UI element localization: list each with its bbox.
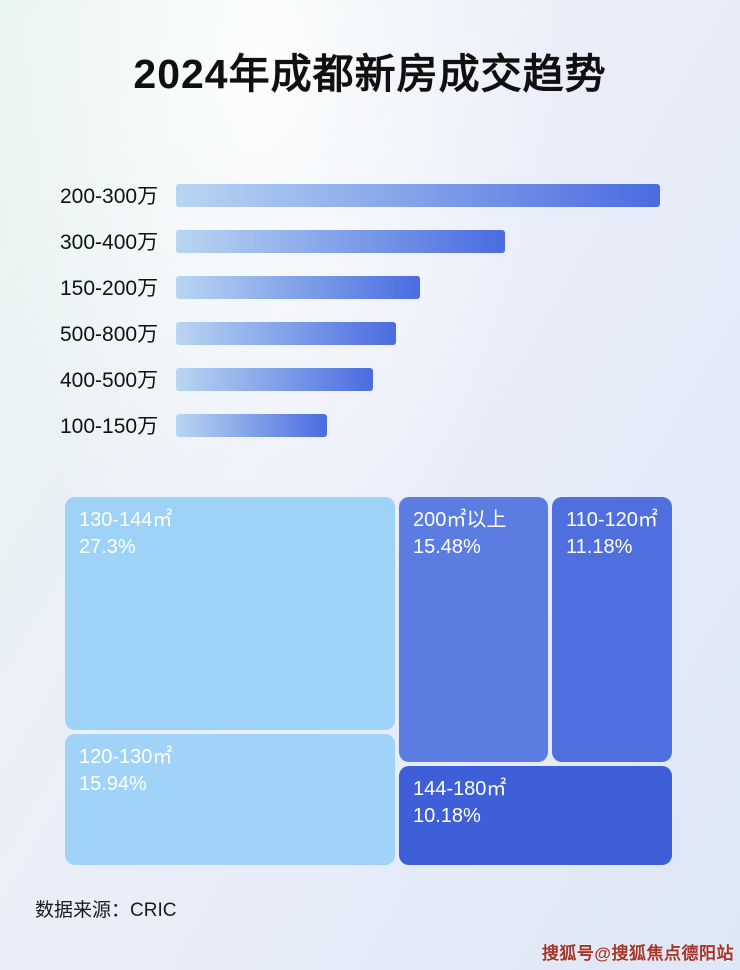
bar-row: 300-400万 <box>60 229 660 254</box>
bar <box>176 229 506 253</box>
treemap-label: 110-120㎡ <box>566 509 658 531</box>
bar-track <box>176 321 660 345</box>
treemap-label: 144-180㎡ <box>413 778 507 800</box>
treemap-percent: 11.18% <box>566 536 633 558</box>
page-title: 2024年成都新房成交趋势 <box>133 51 607 97</box>
data-source-label: 数据来源：CRIC <box>35 900 177 921</box>
treemap-label: 120-130㎡ <box>79 746 173 768</box>
treemap-label: 200㎡以上 <box>413 509 507 531</box>
bar-category-label: 400-500万 <box>60 369 159 392</box>
bar <box>176 367 373 391</box>
watermark-text: 搜狐号@搜狐焦点德阳站 <box>541 944 734 963</box>
bar-track <box>176 229 660 253</box>
bar-row: 500-800万 <box>60 321 660 346</box>
bar-track <box>176 367 660 391</box>
bar-row: 200-300万 <box>60 183 660 208</box>
treemap-block-130-144: 130-144㎡ 27.3% <box>65 497 395 730</box>
bar <box>176 413 328 437</box>
treemap-block-200-plus: 200㎡以上 15.48% <box>399 497 548 762</box>
bar-category-label: 300-400万 <box>60 231 159 254</box>
bar <box>176 183 660 207</box>
bar-row: 400-500万 <box>60 367 660 392</box>
treemap-block-120-130: 120-130㎡ 15.94% <box>65 734 395 865</box>
treemap-percent: 15.94% <box>79 773 147 795</box>
bar-track <box>176 275 660 299</box>
bar-category-label: 500-800万 <box>60 323 159 346</box>
bar-track <box>176 413 660 437</box>
treemap-percent: 10.18% <box>413 805 481 827</box>
treemap-percent: 15.48% <box>413 536 481 558</box>
bar-row: 100-150万 <box>60 413 660 438</box>
bar <box>176 321 396 345</box>
bar-category-label: 200-300万 <box>60 185 159 208</box>
price-range-bar-chart: 200-300万 300-400万 150-200万 500-800万 400- <box>60 183 660 459</box>
bar-row: 150-200万 <box>60 275 660 300</box>
bar-category-label: 150-200万 <box>60 277 159 300</box>
treemap-block-110-120: 110-120㎡ 11.18% <box>552 497 672 762</box>
bar-track <box>176 183 660 207</box>
treemap-block-144-180: 144-180㎡ 10.18% <box>399 766 672 865</box>
treemap-label: 130-144㎡ <box>79 509 173 531</box>
bar-category-label: 100-150万 <box>60 415 159 438</box>
bar <box>176 275 421 299</box>
treemap-percent: 27.3% <box>79 536 136 558</box>
